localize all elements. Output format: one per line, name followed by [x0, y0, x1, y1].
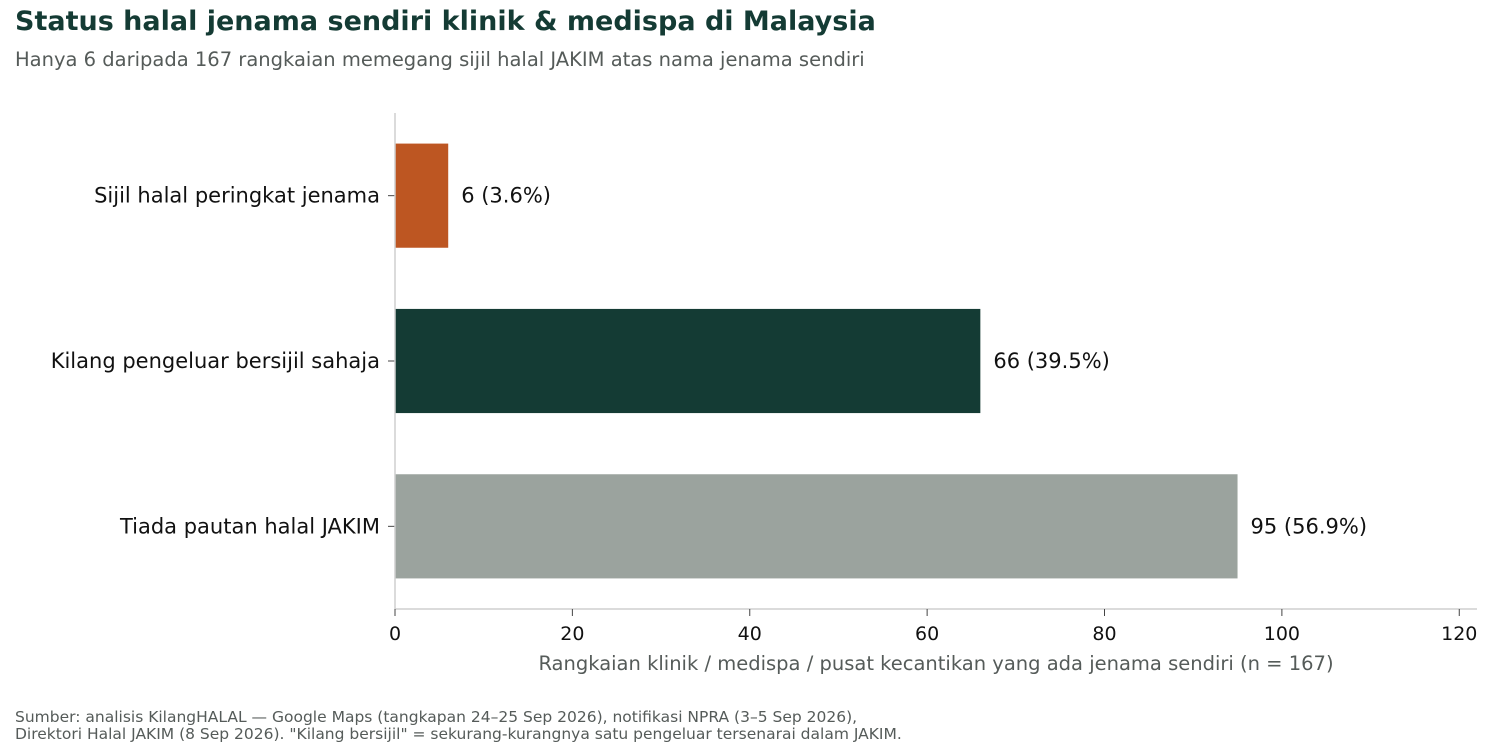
chart-subtitle: Hanya 6 daripada 167 rangkaian memegang …: [15, 48, 865, 71]
y-tick-label: Kilang pengeluar bersijil sahaja: [51, 349, 380, 373]
x-axis-label: Rangkaian klinik / medispa / pusat kecan…: [538, 652, 1333, 675]
bar-chart: 6 (3.6%) 66 (39.5%) 95 (56.9%) Sijil halal…: [51, 113, 1477, 675]
x-tick-label: 60: [915, 623, 939, 645]
bar-value-label: 6 (3.6%): [461, 184, 551, 208]
source-line-2: Direktori Halal JAKIM (8 Sep 2026). "Kil…: [15, 725, 902, 743]
x-tick-label: 20: [560, 623, 584, 645]
bar: [395, 143, 449, 248]
chart-title: Status halal jenama sendiri klinik & med…: [15, 6, 876, 37]
y-axis: Sijil halal peringkat jenama Kilang penge…: [51, 113, 396, 609]
bar: [395, 308, 981, 414]
x-tick-label: 120: [1441, 623, 1477, 645]
x-tick-label: 80: [1092, 623, 1116, 645]
y-tick-label: Sijil halal peringkat jenama: [94, 184, 380, 208]
bar: [395, 474, 1238, 579]
source-note: Sumber: analisis KilangHALAL — Google Ma…: [15, 709, 902, 743]
x-axis: 0 20 40 60 80 100 120: [389, 608, 1477, 645]
bar-value-label: 66 (39.5%): [993, 349, 1110, 373]
y-tick-label: Tiada pautan halal JAKIM: [119, 514, 380, 538]
source-line-1: Sumber: analisis KilangHALAL — Google Ma…: [15, 708, 858, 726]
x-tick-label: 40: [738, 623, 762, 645]
x-tick-label: 100: [1264, 623, 1300, 645]
x-tick-label: 0: [389, 623, 401, 645]
bar-value-label: 95 (56.9%): [1251, 514, 1368, 538]
bars-group: 6 (3.6%) 66 (39.5%) 95 (56.9%): [395, 143, 1368, 579]
